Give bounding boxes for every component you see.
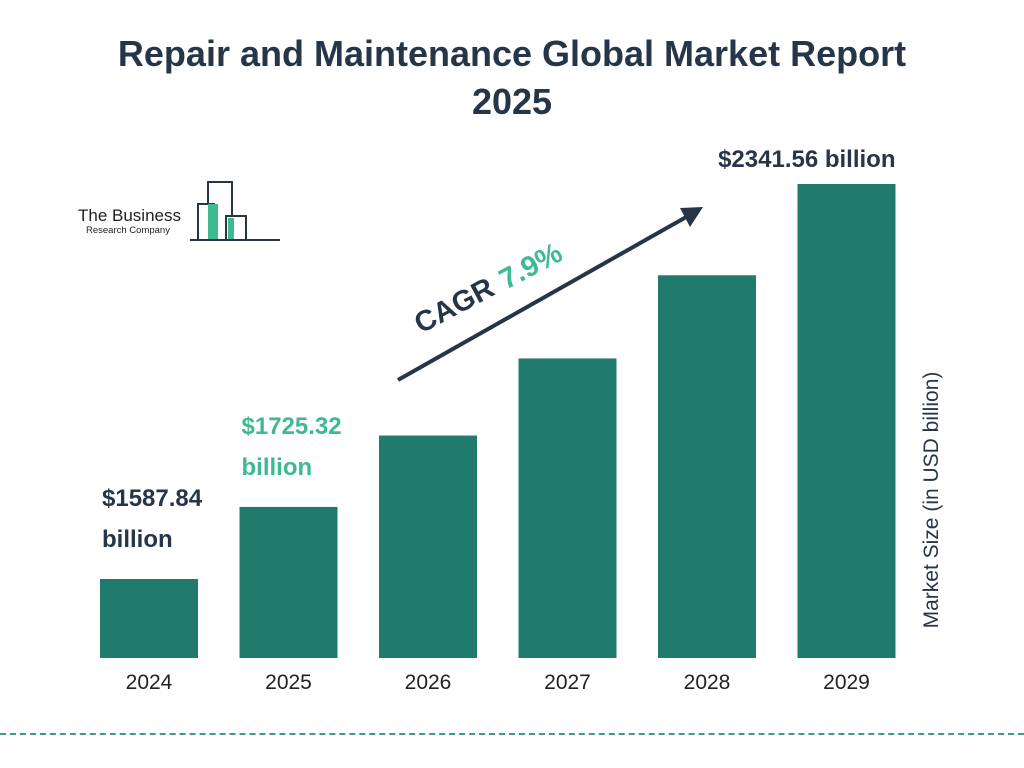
bar-2028 [658, 275, 756, 658]
x-tick-label-2024: 2024 [126, 671, 173, 694]
cagr-arrowhead [680, 207, 703, 227]
cagr-value: 7.9% [494, 237, 568, 296]
data-label-2025: $1725.32 [242, 413, 342, 440]
footer-divider [0, 733, 1024, 735]
data-label-2029: $2341.56 billion [718, 146, 895, 173]
data-label-unit-2024: billion [102, 526, 173, 553]
x-tick-label-2027: 2027 [544, 671, 591, 694]
logo-name: The Business [78, 206, 181, 225]
logo-buildings-icon [190, 181, 280, 241]
data-label-2024: $1587.84 [102, 485, 203, 512]
x-tick-label-2026: 2026 [405, 671, 452, 694]
data-label-unit-2025: billion [242, 454, 313, 481]
bar-2027 [518, 358, 617, 658]
bar-2029 [797, 184, 896, 658]
x-tick-label-2029: 2029 [823, 671, 870, 694]
bar-2024 [100, 579, 198, 658]
y-axis-label: Market Size (in USD billion) [920, 371, 943, 629]
x-tick-label-2028: 2028 [684, 671, 731, 694]
company-logo: The Business Research Company [78, 180, 283, 244]
bar-2025 [239, 506, 338, 658]
bar-2026 [379, 435, 477, 658]
logo-subtitle: Research Company [86, 225, 170, 236]
x-tick-label-2025: 2025 [265, 671, 312, 694]
chart-title: Repair and Maintenance Global Market Rep… [117, 33, 907, 122]
cagr-arrow [397, 214, 689, 382]
